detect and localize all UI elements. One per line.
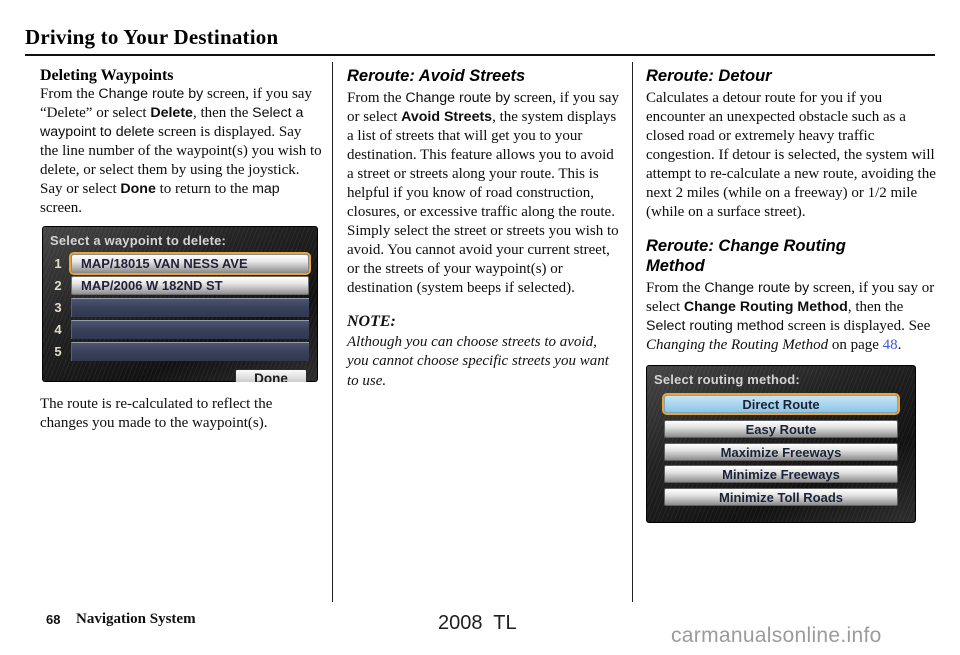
waypoint-row-2: 2 MAP/2006 W 182ND ST bbox=[45, 276, 309, 296]
paragraph: From the Change route by screen, if you … bbox=[347, 89, 621, 298]
ui-term: Change Routing Method bbox=[683, 299, 848, 316]
text-segment: , the system displays a list of streets … bbox=[347, 109, 619, 297]
ui-term: Delete bbox=[150, 105, 193, 122]
option-maximize-freeways: Maximize Freeways bbox=[664, 442, 898, 461]
text-segment: screen, if you say “Delete” or select bbox=[40, 86, 312, 122]
footer-page-number: 68 bbox=[46, 612, 61, 627]
section-heading: Reroute: Detour bbox=[646, 67, 772, 85]
text-segment: From the bbox=[347, 90, 406, 107]
row-number: 1 bbox=[54, 256, 62, 272]
empty-row-bar bbox=[71, 298, 309, 318]
footer-section-label: Navigation System bbox=[76, 611, 196, 627]
option-minimize-toll-roads: Minimize Toll Roads bbox=[664, 487, 898, 506]
waypoint-row-5: 5 bbox=[45, 342, 309, 362]
ui-term: Select routing method bbox=[646, 318, 785, 335]
ui-term: Change route by bbox=[704, 280, 810, 297]
text-segment: , then the bbox=[192, 105, 253, 122]
row-number: 5 bbox=[54, 344, 62, 360]
waypoint-button: MAP/2006 W 182ND ST bbox=[71, 276, 309, 296]
routing-method-list: Direct Route Easy Route Maximize Freeway… bbox=[646, 392, 916, 506]
done-row: Done bbox=[42, 364, 318, 383]
text-segment: , then the bbox=[847, 299, 904, 316]
column-deleting-waypoints: Deleting Waypoints From the Change route… bbox=[40, 66, 322, 447]
waypoint-row-1: 1 MAP/18015 VAN NESS AVE bbox=[45, 254, 309, 274]
text-segment: screen, if you say or select bbox=[646, 280, 935, 316]
ui-term: Select a waypoint to delete bbox=[40, 105, 304, 141]
text-segment: From the bbox=[40, 86, 99, 103]
page-link-48[interactable]: 48 bbox=[882, 337, 898, 354]
note-text: Although you can choose streets to avoid… bbox=[347, 333, 609, 389]
watermark-text: carmanualsonline.info bbox=[671, 624, 882, 647]
empty-row-bar bbox=[71, 342, 309, 362]
text-segment: From the bbox=[646, 280, 705, 297]
row-number: 2 bbox=[54, 278, 62, 294]
column-reroute-detour: Reroute: Detour Calculates a detour rout… bbox=[646, 66, 936, 524]
option-direct-route: Direct Route bbox=[664, 395, 898, 414]
section-heading: Deleting Waypoints bbox=[40, 67, 174, 84]
cross-reference-title: Changing the Routing Method bbox=[646, 337, 829, 354]
ui-term: map bbox=[252, 181, 280, 198]
ui-term: Change route by bbox=[405, 90, 511, 107]
note-label: NOTE: bbox=[347, 313, 396, 331]
paragraph: From the Change route by screen, if you … bbox=[40, 85, 322, 218]
waypoint-list: 1 MAP/18015 VAN NESS AVE 2 MAP/2006 W 18… bbox=[42, 253, 318, 362]
screen-title: Select a waypoint to delete: bbox=[50, 233, 227, 249]
ui-term: Done bbox=[120, 181, 156, 198]
ui-term: Change route by bbox=[98, 86, 204, 103]
nav-screenshot-select-routing-method: Select routing method: Direct Route Easy… bbox=[646, 365, 916, 524]
text-segment: screen. bbox=[40, 200, 83, 217]
row-number: 3 bbox=[54, 300, 62, 316]
waypoint-button: MAP/18015 VAN NESS AVE bbox=[71, 254, 309, 274]
text-segment: screen is displayed. See bbox=[784, 318, 931, 335]
nav-screenshot-select-waypoint: Select a waypoint to delete: 1 MAP/18015… bbox=[42, 226, 318, 383]
empty-row-bar bbox=[71, 320, 309, 340]
screen-title: Select routing method: bbox=[654, 372, 800, 388]
waypoint-row-3: 3 bbox=[45, 298, 309, 318]
column-divider bbox=[332, 62, 333, 602]
paragraph: The route is re-calculated to reflect th… bbox=[40, 396, 273, 432]
text-segment: screen is displayed. Say the line number… bbox=[40, 124, 322, 198]
text-segment: to return to the bbox=[155, 181, 253, 198]
paragraph: From the Change route by screen, if you … bbox=[646, 279, 936, 355]
column-divider bbox=[632, 62, 633, 602]
footer-model-label: 2008 TL bbox=[438, 612, 517, 634]
title-rule bbox=[25, 54, 935, 56]
option-easy-route: Easy Route bbox=[664, 420, 898, 439]
text-segment: . bbox=[897, 337, 902, 354]
ui-term: Avoid Streets bbox=[401, 109, 493, 126]
column-reroute-avoid-streets: Reroute: Avoid Streets From the Change r… bbox=[347, 66, 621, 391]
row-number: 4 bbox=[54, 322, 62, 338]
page-title: Driving to Your Destination bbox=[25, 25, 279, 49]
text-segment: screen, if you say or select bbox=[347, 90, 619, 126]
section-heading: Reroute: Avoid Streets bbox=[347, 67, 526, 85]
paragraph: Calculates a detour route for you if you… bbox=[646, 90, 936, 221]
text-segment: on page bbox=[828, 337, 883, 354]
section-heading: Reroute: Change Routing Method bbox=[646, 237, 846, 276]
option-minimize-freeways: Minimize Freeways bbox=[664, 465, 898, 484]
done-button: Done bbox=[235, 369, 307, 383]
waypoint-row-4: 4 bbox=[45, 320, 309, 340]
